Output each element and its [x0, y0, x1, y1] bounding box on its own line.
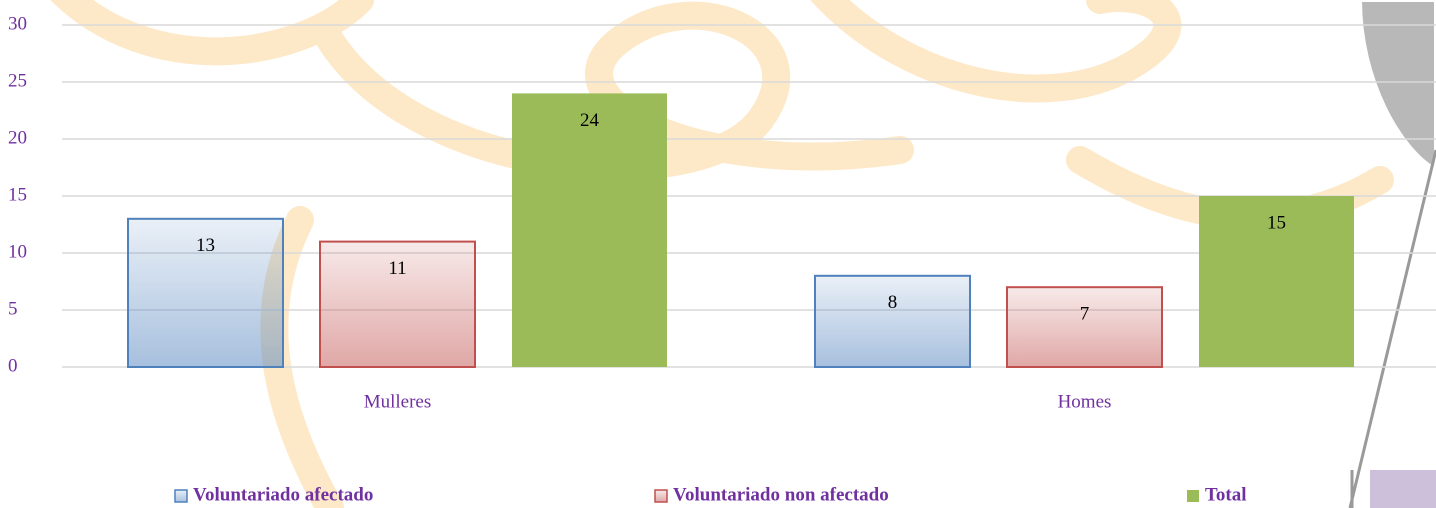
y-tick-label: 10 [8, 241, 27, 262]
bar [1199, 196, 1354, 367]
x-tick-label: Mulleres [364, 391, 432, 412]
legend-swatch [1187, 490, 1199, 502]
plot: 0 5 10 15 20 25 30 Mulleres 13 11 24 Homes 8 7 15 Volun… [8, 13, 1436, 505]
legend-label: Voluntariado afectado [193, 484, 373, 505]
y-tick-label: 5 [8, 298, 18, 319]
bar [512, 93, 667, 368]
data-label: 8 [888, 292, 898, 313]
y-tick-label: 30 [8, 13, 27, 34]
data-label: 24 [580, 110, 600, 131]
y-tick-label: 20 [8, 127, 27, 148]
bar [814, 274, 971, 368]
legend-swatch [174, 489, 188, 503]
swirl [260, 206, 344, 508]
y-tick-label: 25 [8, 70, 27, 91]
data-label: 13 [196, 235, 215, 256]
corner-shape [1357, 0, 1436, 173]
y-tick-label: 15 [8, 184, 27, 205]
y-tick-label: 0 [8, 355, 18, 376]
legend-label: Voluntariado non afectado [673, 484, 889, 505]
legend-label: Total [1205, 484, 1247, 505]
data-label: 15 [1267, 212, 1286, 233]
decor-line [1348, 149, 1436, 508]
swirl [50, 0, 374, 66]
corner-box [1370, 470, 1436, 508]
bar [127, 217, 284, 368]
data-label: 11 [388, 258, 406, 279]
data-label: 7 [1080, 304, 1090, 325]
bar [1006, 286, 1163, 369]
bar [319, 240, 476, 369]
swirl [810, 0, 1182, 103]
legend-swatch [654, 489, 668, 503]
x-tick-label: Homes [1058, 391, 1112, 412]
